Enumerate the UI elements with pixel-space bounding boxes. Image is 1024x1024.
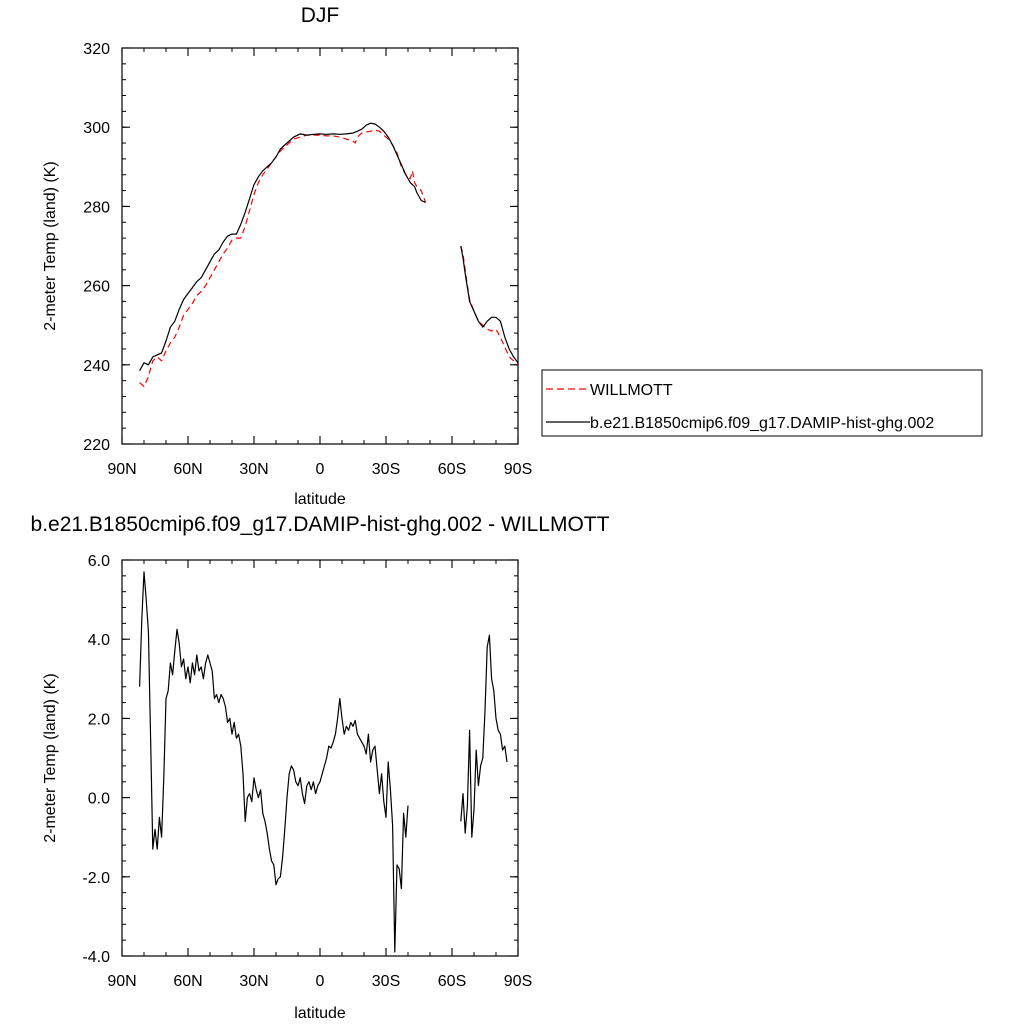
bottom-x-tick-label: 90N [107,973,136,990]
bottom-chart-panel: b.e21.B1850cmip6.f09_g17.DAMIP-hist-ghg.… [31,513,610,1022]
legend: WILLMOTT b.e21.B1850cmip6.f09_g17.DAMIP-… [541,369,983,437]
bottom-chart-ticks: 90N 60N 30N 0 30S 60S 90S -4.0 -2.0 0.0 2.0 4.0 6.0 [82,553,532,990]
bottom-y-tick-label: -2.0 [82,870,110,887]
top-y-tick-label: 300 [83,120,110,137]
top-x-tick-label: 60S [438,461,466,478]
top-series-line-1 [460,245,519,364]
bottom-chart-frame [121,559,519,957]
top-x-tick-label: 90S [504,461,532,478]
top-x-tick-label: 30N [239,461,268,478]
legend-label-model: b.e21.B1850cmip6.f09_g17.DAMIP-hist-ghg.… [590,415,934,432]
top-chart-frame [121,47,519,445]
bottom-y-tick-label: 4.0 [88,632,110,649]
top-chart-panel: DJF latitude 2-meter Temp (land) (K) 90N… [42,4,532,508]
top-x-tick-label: 0 [316,461,325,478]
top-chart-xlabel: latitude [294,491,346,508]
top-chart-title: DJF [301,4,340,27]
top-y-tick-label: 240 [83,358,110,375]
top-chart-series [139,122,519,388]
top-x-tick-label: 90N [107,461,136,478]
bottom-x-tick-label: 60N [173,973,202,990]
bottom-series-line-0 [460,634,508,838]
bottom-chart-title: b.e21.B1850cmip6.f09_g17.DAMIP-hist-ghg.… [31,513,610,536]
bottom-chart-xlabel: latitude [294,1005,346,1022]
bottom-x-tick-label: 90S [504,973,532,990]
top-series-line-0 [460,245,519,366]
bottom-x-tick-label: 30S [372,973,400,990]
bottom-y-tick-label: 6.0 [88,553,110,570]
bottom-series-line-0 [139,571,409,953]
legend-label-willmott: WILLMOTT [590,382,673,399]
bottom-x-tick-label: 0 [316,973,325,990]
bottom-chart-ylabel: 2-meter Temp (land) (K) [42,673,59,843]
top-chart-ticks: 90N 60N 30N 0 30S 60S 90S 220 240 260 280 300 320 [83,41,532,478]
top-y-tick-label: 260 [83,279,110,296]
bottom-y-tick-label: 2.0 [88,711,110,728]
top-x-tick-label: 60N [173,461,202,478]
top-series-line-1 [139,122,426,371]
top-y-tick-label: 280 [83,199,110,216]
top-y-tick-label: 320 [83,41,110,58]
bottom-x-tick-label: 60S [438,973,466,990]
top-chart-ylabel: 2-meter Temp (land) (K) [42,161,59,331]
top-series-line-0 [139,129,427,388]
top-y-tick-label: 220 [83,437,110,454]
bottom-y-tick-label: -4.0 [82,949,110,966]
bottom-y-tick-label: 0.0 [88,791,110,808]
legend-box [541,369,983,437]
bottom-x-tick-label: 30N [239,973,268,990]
top-x-tick-label: 30S [372,461,400,478]
bottom-chart-series [139,571,508,953]
